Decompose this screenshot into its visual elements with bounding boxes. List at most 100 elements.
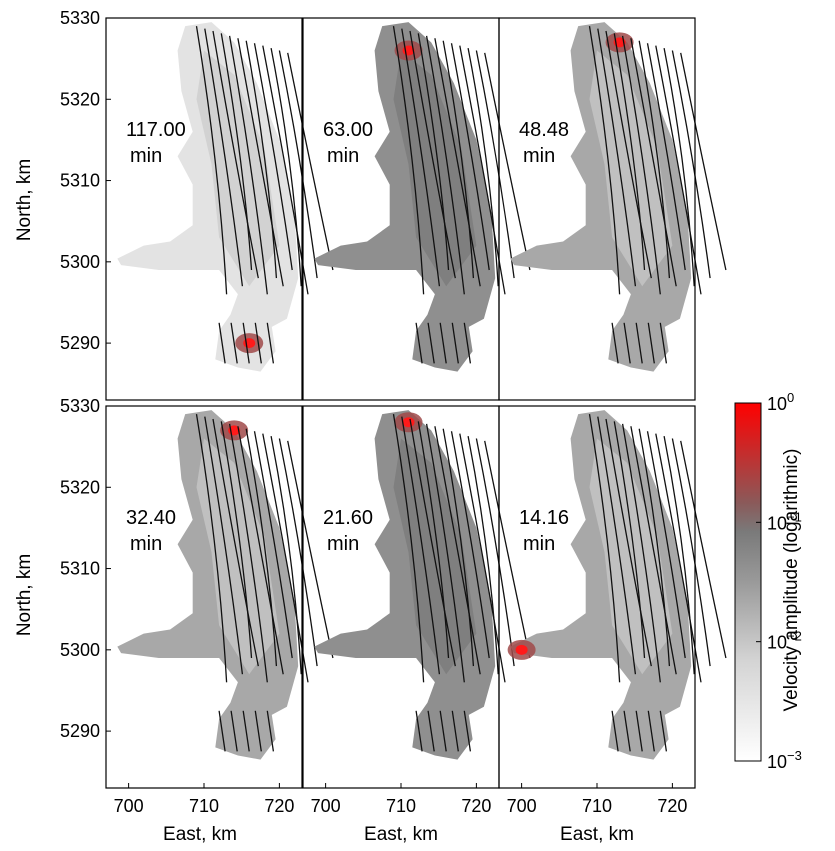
period-value: 21.60 (323, 507, 373, 529)
phase-contour (415, 710, 423, 752)
phase-contour (401, 416, 441, 675)
y-tick-label: 5330 (60, 396, 100, 416)
x-tick-label: 710 (189, 796, 219, 816)
phase-contour (427, 322, 435, 364)
period-unit: min (327, 145, 359, 167)
phase-contour (245, 40, 278, 279)
phase-contour (212, 418, 259, 667)
phase-contour (605, 30, 652, 279)
y-tick-label: 5290 (60, 333, 100, 353)
island-amplitude-fill (510, 22, 692, 372)
phase-contour (663, 435, 695, 675)
colorbar-tick-label: 10−3 (767, 748, 802, 772)
panel-3: 48.48 min (498, 17, 727, 401)
phase-contour (266, 322, 275, 364)
phase-contour (630, 426, 677, 675)
x-tick-label: 720 (461, 796, 491, 816)
phase-contour (237, 426, 284, 675)
phase-contour (195, 25, 228, 295)
phase-contour (427, 710, 435, 752)
phase-contour (254, 710, 262, 752)
period-unit: min (523, 145, 555, 167)
phase-contour (647, 710, 655, 752)
phase-contour (663, 47, 695, 287)
colorbar-tick-label: 100 (767, 390, 794, 414)
phase-contour (266, 710, 275, 752)
x-axis-label-1: East, km (163, 824, 237, 845)
period-value: 117.00 (126, 119, 186, 141)
phase-contour (212, 30, 259, 279)
x-tick-label: 710 (582, 796, 612, 816)
phase-contour (463, 710, 472, 752)
phase-contour (242, 710, 250, 752)
phase-contour (463, 322, 472, 364)
phase-contour (195, 413, 228, 683)
phase-contour (434, 38, 481, 287)
phase-contour (425, 423, 465, 683)
phase-contour (409, 418, 456, 667)
phase-contour (484, 52, 531, 271)
peak-amplitude-spot (402, 417, 415, 428)
phase-contour (425, 35, 465, 295)
phase-contour (680, 52, 727, 271)
period-value: 48.48 (519, 119, 569, 141)
phase-contour (588, 413, 621, 683)
phase-contour (611, 710, 619, 752)
colorbar-gradient (734, 402, 762, 762)
panel-2: 63.00 min (302, 17, 531, 401)
phase-contour (278, 438, 318, 667)
panel-1: 117.00 min (105, 17, 334, 401)
phase-contour (230, 322, 238, 364)
colorbar-tick-label: 10−2 (767, 629, 802, 653)
phase-contour (204, 28, 244, 287)
phase-contour (475, 438, 515, 667)
phase-contour (659, 322, 668, 364)
phase-contour (613, 421, 646, 659)
phase-contour (613, 33, 646, 271)
phase-contour (621, 35, 661, 295)
island-amplitude-fill (510, 410, 692, 760)
phase-contour (467, 435, 499, 675)
period-unit: min (130, 145, 162, 167)
phase-contour (638, 40, 671, 279)
phase-contour (228, 35, 268, 295)
peak-amplitude-spot (515, 644, 528, 655)
phase-contour (475, 50, 515, 279)
phase-contour (270, 47, 302, 287)
phase-contour (220, 421, 253, 659)
phase-contour (204, 416, 244, 675)
x-tick-label: 710 (386, 796, 416, 816)
phase-contour (253, 431, 293, 659)
phase-contour (680, 440, 727, 659)
x-tick-label: 700 (311, 796, 341, 816)
phase-contour (230, 710, 238, 752)
phase-contour (635, 322, 643, 364)
x-tick-label: 700 (507, 796, 537, 816)
colorbar-tick-label: 10−1 (767, 509, 802, 533)
phase-contour (228, 423, 268, 683)
phase-contour (237, 38, 284, 287)
y-axis-label-bottom: North, km (14, 554, 35, 636)
island-amplitude-fill (117, 22, 299, 372)
period-unit: min (130, 533, 162, 555)
phase-contour (671, 50, 711, 279)
phase-contour (646, 43, 686, 271)
phase-contour (253, 43, 293, 271)
x-tick-label: 720 (657, 796, 687, 816)
panel-frame (105, 17, 303, 401)
island-amplitude-fill (314, 410, 496, 760)
phase-contour (646, 431, 686, 659)
phase-contour (623, 710, 631, 752)
panel-frame (498, 17, 696, 401)
x-tick-label: 700 (114, 796, 144, 816)
period-unit: min (523, 533, 555, 555)
phase-contour (270, 435, 302, 675)
phase-contour (392, 413, 425, 683)
panel-6: 14.16 min (498, 405, 727, 789)
phase-contour (417, 33, 450, 271)
phase-contour (415, 322, 423, 364)
panel-4: 32.40 min (105, 405, 334, 789)
phase-contour (484, 440, 531, 659)
phase-contour (588, 25, 621, 295)
